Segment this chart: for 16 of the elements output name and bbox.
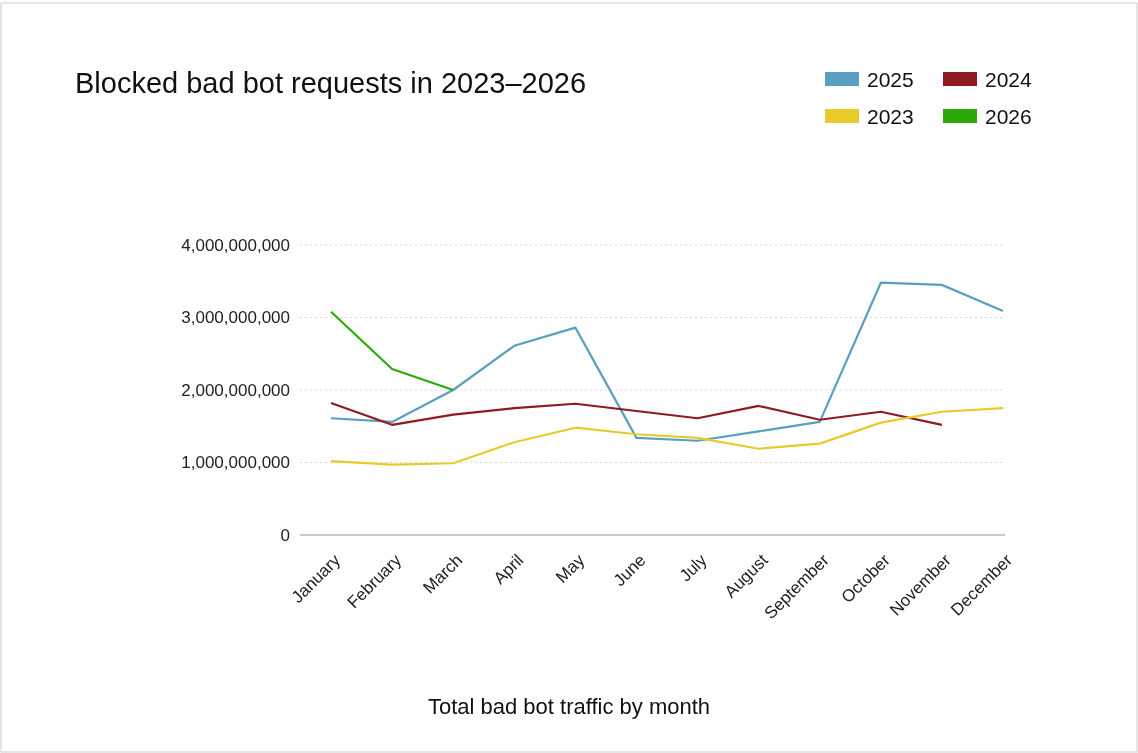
x-axis-title: Total bad bot traffic by month [427,694,711,719]
y-tick-label: 1,000,000,000 [181,453,290,473]
y-tick-label: 3,000,000,000 [181,308,290,328]
legend-label: 2024 [985,68,1033,92]
legend-label: 2023 [867,105,914,129]
legend-label: 2025 [867,68,914,92]
x-tick-label: July [675,550,711,586]
x-tick-label: May [552,550,589,587]
line-series [329,407,1005,466]
legend-label: 2026 [985,105,1032,129]
chart-title: Blocked bad bot requests in 2023–2026 [75,67,587,99]
y-tick-label: 0 [280,525,290,545]
y-tick-label: 2,000,000,000 [181,380,290,400]
y-tick-label: 4,000,000,000 [181,235,290,255]
line-series [329,281,1005,442]
line-series [329,401,944,426]
